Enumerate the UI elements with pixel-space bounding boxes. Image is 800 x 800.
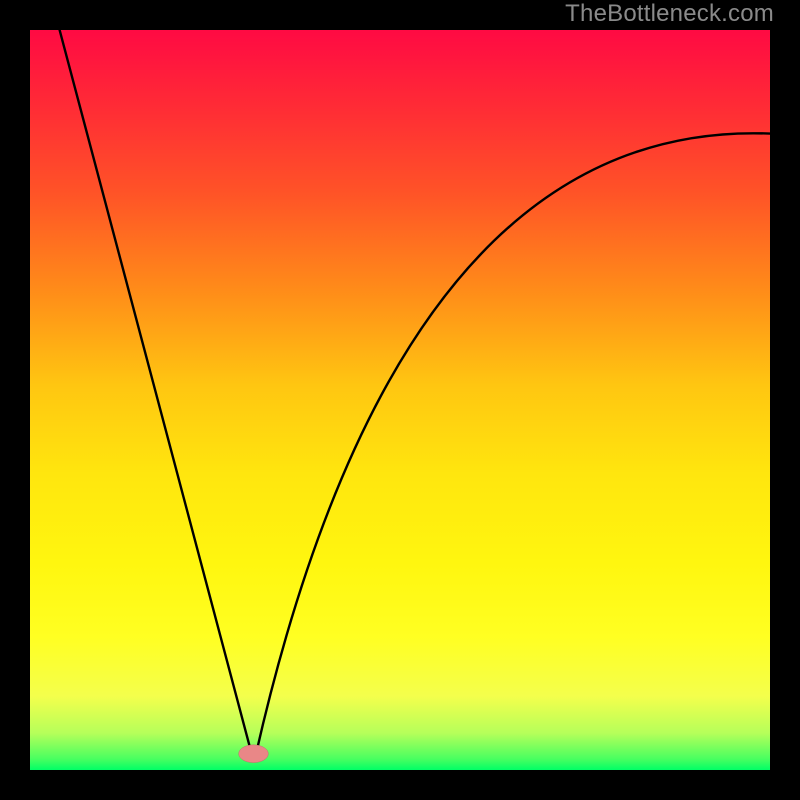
watermark-text: TheBottleneck.com [565, 0, 774, 28]
bottleneck-chart [30, 30, 770, 770]
gradient-background [30, 30, 770, 770]
chart-frame: TheBottleneck.com [0, 0, 800, 800]
optimum-marker [239, 745, 269, 763]
